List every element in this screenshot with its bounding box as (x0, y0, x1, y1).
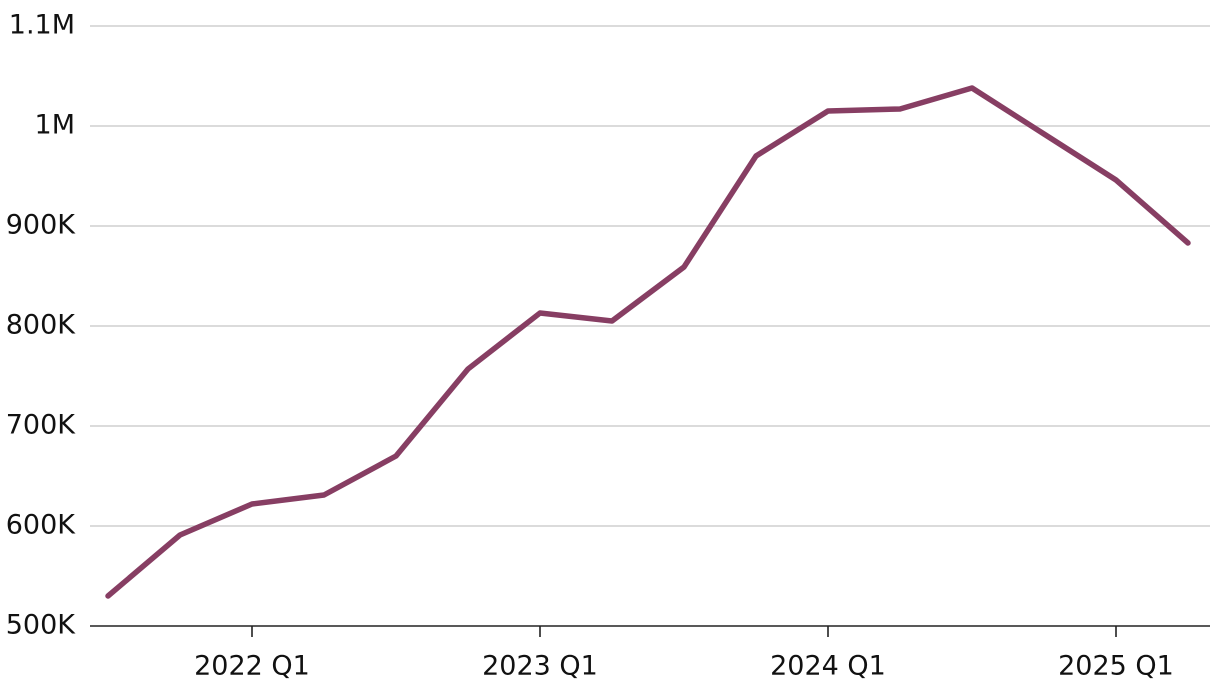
y-tick-label: 900K (6, 210, 77, 241)
x-tick-label: 2023 Q1 (482, 651, 598, 682)
x-tick-label: 2022 Q1 (194, 651, 310, 682)
x-axis: 2022 Q1 2023 Q1 2024 Q1 2025 Q1 (90, 625, 1210, 682)
x-tick-label: 2025 Q1 (1058, 651, 1174, 682)
y-tick-label: 600K (6, 510, 77, 541)
y-tick-label: 1.1M (9, 10, 75, 41)
y-tick-label: 1M (35, 110, 75, 141)
series-lines (105, 85, 1191, 599)
gridlines (90, 25, 1210, 527)
y-tick-label: 700K (6, 410, 77, 441)
y-axis-labels: 500K 600K 700K 800K 900K 1M 1.1M (6, 10, 77, 641)
x-tick-label: 2024 Q1 (770, 651, 886, 682)
y-tick-label: 800K (6, 310, 77, 341)
series-line (105, 85, 1191, 599)
y-tick-label: 500K (6, 610, 77, 641)
